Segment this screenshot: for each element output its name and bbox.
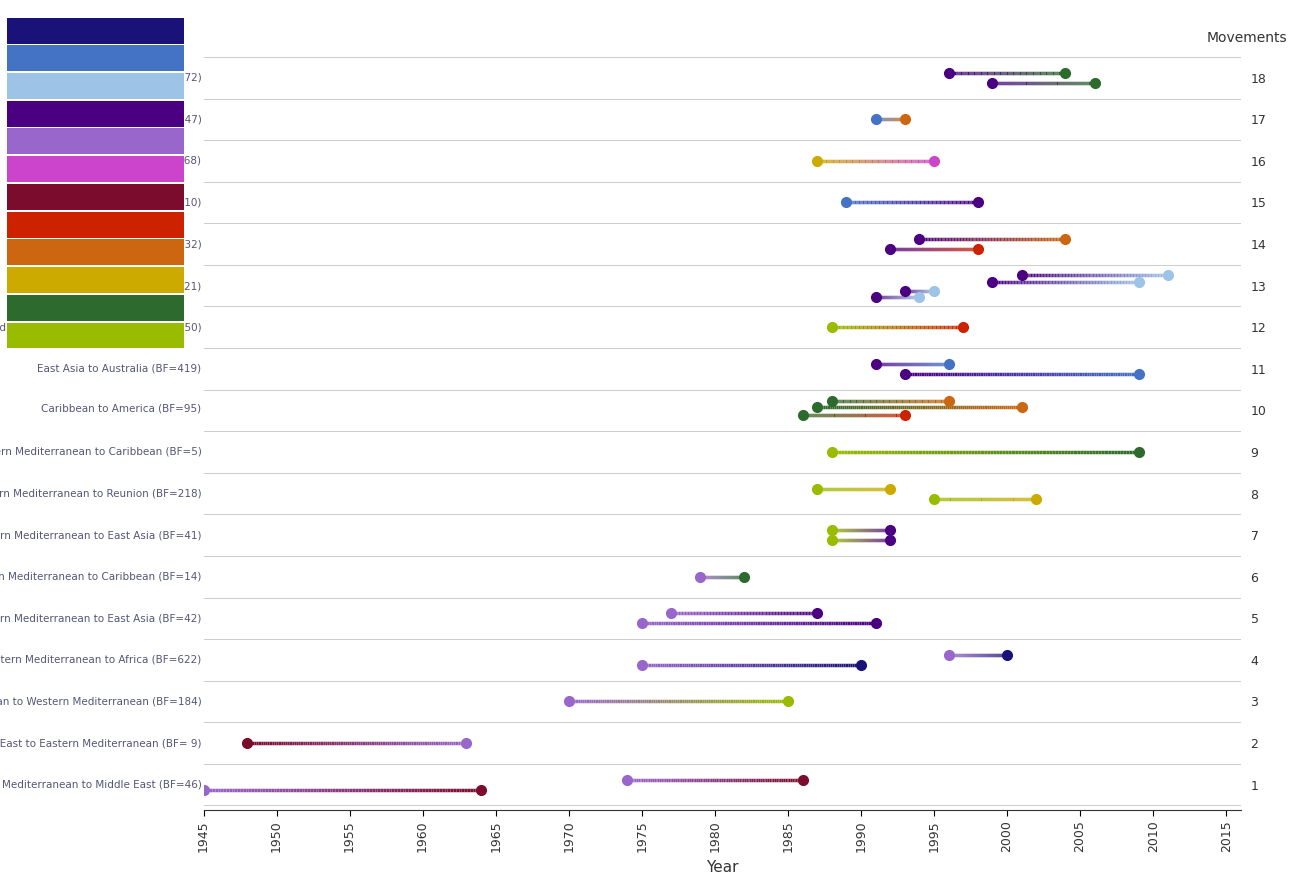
- Text: Movements: Movements: [1207, 31, 1288, 45]
- Text: Eastern Mediterranean to East Asia (BF=42): Eastern Mediterranean to East Asia (BF=4…: [0, 613, 201, 623]
- Text: New Caledonia: New Caledonia: [49, 220, 142, 230]
- Text: East Asia to Caribbean (BF=72): East Asia to Caribbean (BF=72): [37, 73, 201, 83]
- Text: Middle East to Eastern Mediterranean (BF= 9): Middle East to Eastern Mediterranean (BF…: [0, 738, 201, 748]
- Text: Caribbean: Caribbean: [63, 303, 127, 312]
- Text: North  & central America: North & central America: [17, 247, 173, 257]
- Text: Middle East: Middle East: [59, 192, 131, 202]
- Text: Eastern Mediterranean to Africa (BF=622): Eastern Mediterranean to Africa (BF=622): [0, 655, 201, 665]
- Text: East Asia to America (BF=132): East Asia to America (BF=132): [41, 239, 201, 249]
- Text: Eastern Mediterranean: Eastern Mediterranean: [24, 136, 167, 146]
- Text: Western Mediterranean to New Caledonia (BF=50): Western Mediterranean to New Caledonia (…: [0, 322, 201, 333]
- Text: China: China: [77, 81, 113, 91]
- Text: Australia to America (BF=47): Australia to America (BF=47): [49, 114, 201, 124]
- Text: Reunion Island: Reunion Island: [49, 275, 142, 285]
- Text: East Asia to Australia (BF=419): East Asia to Australia (BF=419): [37, 363, 201, 374]
- X-axis label: Year: Year: [706, 861, 738, 876]
- Text: Eastern Mediterranean to Middle East (BF=46): Eastern Mediterranean to Middle East (BF…: [0, 780, 201, 789]
- Text: Africa: Africa: [76, 26, 114, 35]
- Text: Western Mediterranean to East Asia (BF=41): Western Mediterranean to East Asia (BF=4…: [0, 530, 201, 540]
- Text: East Asia: East Asia: [67, 109, 123, 119]
- Text: Reunion to Mauritius (BF=68): Reunion to Mauritius (BF=68): [47, 156, 201, 166]
- Text: Mauritius: Mauritius: [66, 165, 125, 174]
- Text: Eastern Mediterranean to Western Mediterranean (BF=184): Eastern Mediterranean to Western Mediter…: [0, 696, 201, 707]
- Text: East Asia to China (BF=4921): East Asia to China (BF=4921): [47, 282, 201, 291]
- Text: Caribbean to America (BF=95): Caribbean to America (BF=95): [41, 403, 201, 413]
- Text: Australia: Australia: [67, 54, 123, 63]
- Text: Western Mediterranean to Reunion (BF=218): Western Mediterranean to Reunion (BF=218…: [0, 488, 201, 499]
- Text: Eastern Mediterranean to Caribbean (BF=14): Eastern Mediterranean to Caribbean (BF=1…: [0, 572, 201, 582]
- Text: Australia to East Asia (BF=10): Australia to East Asia (BF=10): [45, 197, 201, 208]
- Text: Western Mediterranean to Caribbean (BF=5): Western Mediterranean to Caribbean (BF=5…: [0, 447, 201, 457]
- Text: Western Mediterranean: Western Mediterranean: [21, 331, 169, 341]
